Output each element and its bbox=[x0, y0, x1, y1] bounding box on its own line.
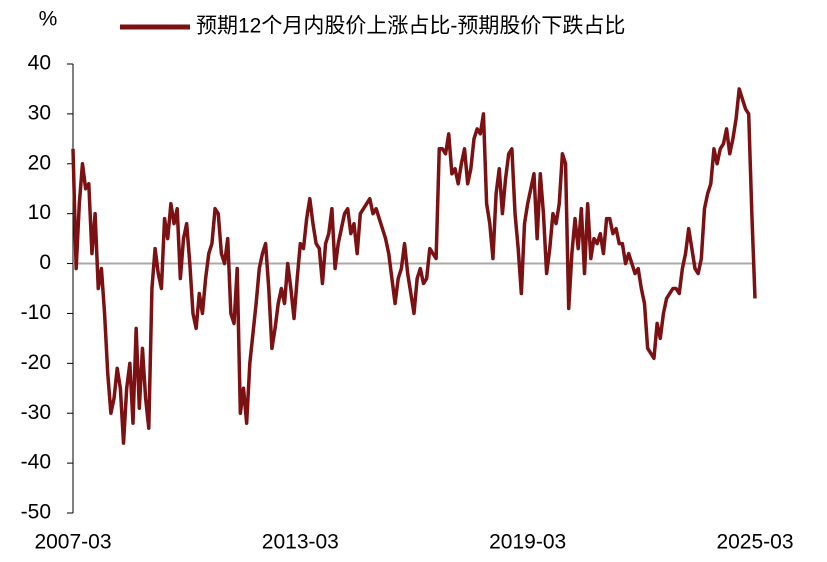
y-tick-label: 0 bbox=[39, 251, 51, 274]
x-tick-label: 2007-03 bbox=[34, 531, 111, 554]
y-tick-label: 30 bbox=[28, 101, 51, 124]
y-tick-label: -50 bbox=[21, 501, 51, 524]
series-line bbox=[71, 87, 757, 445]
x-tick-label: 2025-03 bbox=[716, 531, 793, 554]
y-tick-label: -40 bbox=[21, 451, 51, 474]
y-tick-label: 10 bbox=[28, 201, 51, 224]
y-axis-label: % bbox=[39, 8, 58, 31]
y-tick-label: 40 bbox=[28, 52, 51, 75]
y-tick-label: -20 bbox=[21, 351, 51, 374]
legend-label: 预期12个月内股价上涨占比-预期股价下跌占比 bbox=[196, 15, 625, 38]
x-tick-label: 2013-03 bbox=[262, 531, 339, 554]
x-tick-label: 2019-03 bbox=[489, 531, 566, 554]
y-tick-label: -30 bbox=[21, 401, 51, 424]
y-tick-label: -10 bbox=[21, 301, 51, 324]
y-tick-label: 20 bbox=[28, 151, 51, 174]
